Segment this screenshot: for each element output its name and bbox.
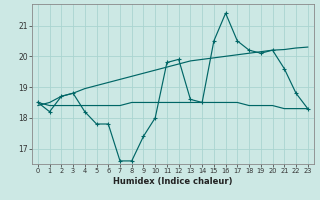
X-axis label: Humidex (Indice chaleur): Humidex (Indice chaleur) [113,177,233,186]
